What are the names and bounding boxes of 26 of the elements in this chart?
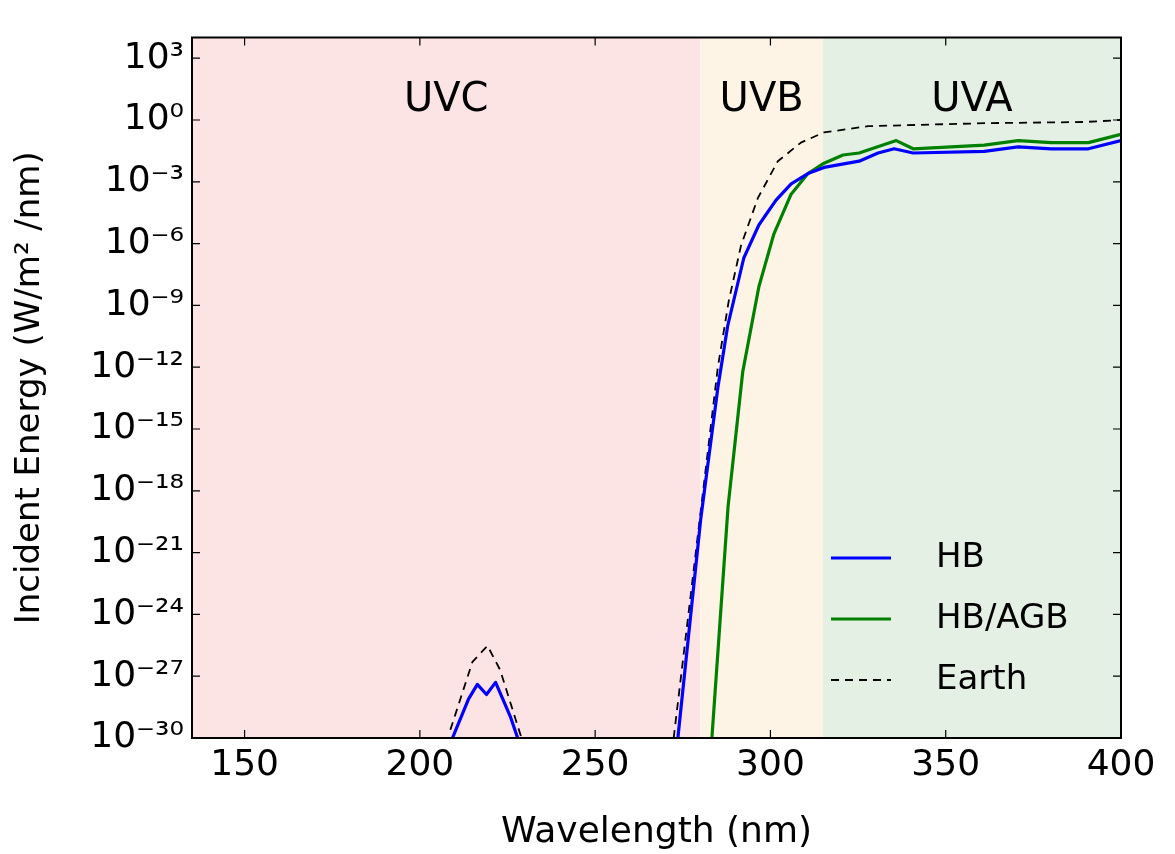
band-label: UVB <box>719 73 804 120</box>
y-tick-label: 10⁻¹⁸ <box>90 467 184 509</box>
y-tick-label: 10⁻³⁰ <box>90 714 184 756</box>
y-axis-title: Incident Energy (W/m² /nm) <box>7 151 48 625</box>
y-tick-label: 10⁻²⁴ <box>90 590 184 632</box>
band-label: UVC <box>403 73 489 120</box>
legend-label: Earth <box>936 656 1028 697</box>
x-tick-label: 250 <box>560 741 630 783</box>
legend-label: HB/AGB <box>936 595 1069 636</box>
y-tick-label: 10⁻¹² <box>90 343 184 385</box>
y-tick-label: 10⁻³ <box>104 158 184 200</box>
y-tick-label: 10³ <box>123 34 184 76</box>
x-tick-label: 350 <box>911 741 981 783</box>
y-tick-label: 10⁻²⁷ <box>90 652 184 694</box>
x-axis-title: Wavelength (nm) <box>501 808 812 850</box>
legend-label: HB <box>936 534 985 575</box>
band-label: UVA <box>931 73 1014 120</box>
y-tick-label: 10⁻¹⁵ <box>90 405 184 447</box>
x-tick-label: 400 <box>1086 741 1156 783</box>
y-tick-label: 10⁻²¹ <box>90 528 184 570</box>
y-tick-label: 10⁻⁶ <box>104 219 184 261</box>
x-tick-label: 150 <box>210 741 279 783</box>
x-tick-label: 200 <box>385 741 455 783</box>
y-tick-label: 10⁰ <box>123 96 184 138</box>
y-tick-label: 10⁻⁹ <box>104 281 184 323</box>
x-tick-label: 300 <box>736 741 805 783</box>
